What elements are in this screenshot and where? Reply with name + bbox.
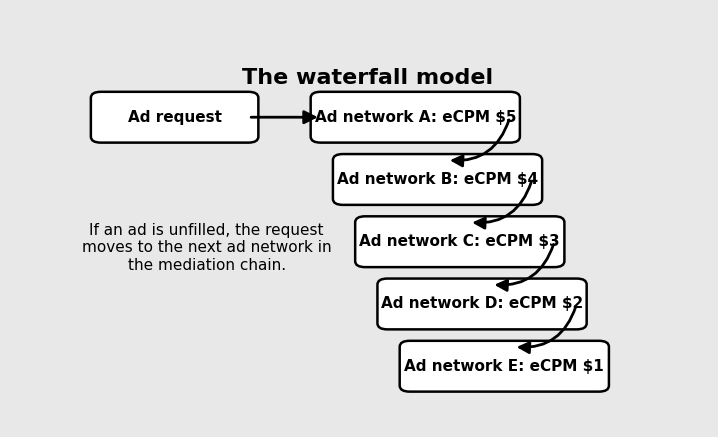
FancyBboxPatch shape <box>333 154 542 205</box>
Text: Ad network B: eCPM $4: Ad network B: eCPM $4 <box>337 172 538 187</box>
Text: If an ad is unfilled, the request
moves to the next ad network in
the mediation : If an ad is unfilled, the request moves … <box>82 223 332 273</box>
FancyBboxPatch shape <box>91 92 258 142</box>
FancyBboxPatch shape <box>355 216 564 267</box>
Text: The waterfall model: The waterfall model <box>243 68 493 87</box>
FancyArrowPatch shape <box>453 120 509 166</box>
Text: Ad network C: eCPM $3: Ad network C: eCPM $3 <box>360 234 560 249</box>
FancyArrowPatch shape <box>498 244 554 291</box>
Text: Ad network D: eCPM $2: Ad network D: eCPM $2 <box>381 296 583 312</box>
FancyArrowPatch shape <box>475 182 531 228</box>
FancyBboxPatch shape <box>400 341 609 392</box>
Text: Ad request: Ad request <box>128 110 222 125</box>
Text: Ad network A: eCPM $5: Ad network A: eCPM $5 <box>314 110 516 125</box>
FancyBboxPatch shape <box>378 278 587 329</box>
FancyArrowPatch shape <box>520 307 576 353</box>
FancyBboxPatch shape <box>311 92 520 142</box>
Text: Ad network E: eCPM $1: Ad network E: eCPM $1 <box>404 359 604 374</box>
